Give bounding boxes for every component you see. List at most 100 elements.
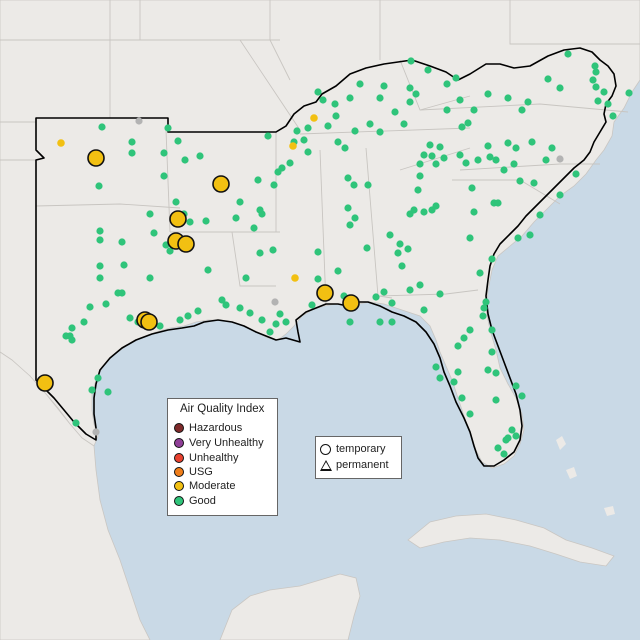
good-monitor-marker[interactable] bbox=[604, 100, 612, 108]
moderate-monitor-marker[interactable] bbox=[310, 114, 318, 122]
good-monitor-marker[interactable] bbox=[544, 75, 552, 83]
good-monitor-marker[interactable] bbox=[591, 62, 599, 70]
good-monitor-marker[interactable] bbox=[282, 318, 290, 326]
good-monitor-marker[interactable] bbox=[250, 224, 258, 232]
good-monitor-marker[interactable] bbox=[432, 202, 440, 210]
good-monitor-marker[interactable] bbox=[364, 181, 372, 189]
good-monitor-marker[interactable] bbox=[479, 312, 487, 320]
good-monitor-marker[interactable] bbox=[314, 88, 322, 96]
good-monitor-marker[interactable] bbox=[254, 176, 262, 184]
good-monitor-marker[interactable] bbox=[416, 281, 424, 289]
good-monitor-marker[interactable] bbox=[592, 83, 600, 91]
good-monitor-marker[interactable] bbox=[492, 156, 500, 164]
good-monitor-marker[interactable] bbox=[272, 320, 280, 328]
good-monitor-marker[interactable] bbox=[98, 123, 106, 131]
good-monitor-marker[interactable] bbox=[86, 303, 94, 311]
good-monitor-marker[interactable] bbox=[334, 267, 342, 275]
good-monitor-marker[interactable] bbox=[410, 206, 418, 214]
good-monitor-marker[interactable] bbox=[406, 84, 414, 92]
good-monitor-marker[interactable] bbox=[128, 138, 136, 146]
good-monitor-marker[interactable] bbox=[222, 301, 230, 309]
good-monitor-marker[interactable] bbox=[432, 160, 440, 168]
good-monitor-marker[interactable] bbox=[146, 210, 154, 218]
good-monitor-marker[interactable] bbox=[172, 198, 180, 206]
good-monitor-marker[interactable] bbox=[516, 177, 524, 185]
good-monitor-marker[interactable] bbox=[96, 274, 104, 282]
good-monitor-marker[interactable] bbox=[380, 288, 388, 296]
good-monitor-marker[interactable] bbox=[594, 97, 602, 105]
good-monitor-marker[interactable] bbox=[625, 89, 633, 97]
good-monitor-marker[interactable] bbox=[466, 234, 474, 242]
good-monitor-marker[interactable] bbox=[454, 342, 462, 350]
good-monitor-marker[interactable] bbox=[443, 80, 451, 88]
good-monitor-marker[interactable] bbox=[286, 159, 294, 167]
good-monitor-marker[interactable] bbox=[482, 298, 490, 306]
good-monitor-marker[interactable] bbox=[530, 179, 538, 187]
good-monitor-marker[interactable] bbox=[456, 151, 464, 159]
good-monitor-marker[interactable] bbox=[232, 214, 240, 222]
good-monitor-marker[interactable] bbox=[351, 127, 359, 135]
good-monitor-marker[interactable] bbox=[420, 208, 428, 216]
good-monitor-marker[interactable] bbox=[346, 221, 354, 229]
good-monitor-marker[interactable] bbox=[176, 316, 184, 324]
moderate-temporary-monitor-marker[interactable] bbox=[87, 149, 105, 167]
good-monitor-marker[interactable] bbox=[293, 127, 301, 135]
good-monitor-marker[interactable] bbox=[494, 444, 502, 452]
no-data-monitor-marker[interactable] bbox=[556, 155, 564, 163]
moderate-monitor-marker[interactable] bbox=[289, 142, 297, 150]
good-monitor-marker[interactable] bbox=[504, 434, 512, 442]
good-monitor-marker[interactable] bbox=[366, 120, 374, 128]
good-monitor-marker[interactable] bbox=[380, 82, 388, 90]
good-monitor-marker[interactable] bbox=[400, 120, 408, 128]
good-monitor-marker[interactable] bbox=[391, 108, 399, 116]
good-monitor-marker[interactable] bbox=[524, 98, 532, 106]
good-monitor-marker[interactable] bbox=[468, 184, 476, 192]
good-monitor-marker[interactable] bbox=[514, 234, 522, 242]
good-monitor-marker[interactable] bbox=[424, 66, 432, 74]
good-monitor-marker[interactable] bbox=[394, 249, 402, 257]
good-monitor-marker[interactable] bbox=[464, 119, 472, 127]
good-monitor-marker[interactable] bbox=[202, 217, 210, 225]
good-monitor-marker[interactable] bbox=[556, 191, 564, 199]
good-monitor-marker[interactable] bbox=[440, 154, 448, 162]
good-monitor-marker[interactable] bbox=[484, 90, 492, 98]
good-monitor-marker[interactable] bbox=[592, 68, 600, 76]
good-monitor-marker[interactable] bbox=[314, 275, 322, 283]
good-monitor-marker[interactable] bbox=[492, 369, 500, 377]
good-monitor-marker[interactable] bbox=[246, 309, 254, 317]
good-monitor-marker[interactable] bbox=[276, 310, 284, 318]
good-monitor-marker[interactable] bbox=[428, 152, 436, 160]
good-monitor-marker[interactable] bbox=[96, 227, 104, 235]
good-monitor-marker[interactable] bbox=[466, 326, 474, 334]
good-monitor-marker[interactable] bbox=[512, 144, 520, 152]
moderate-temporary-monitor-marker[interactable] bbox=[177, 235, 195, 253]
good-monitor-marker[interactable] bbox=[416, 172, 424, 180]
good-monitor-marker[interactable] bbox=[114, 289, 122, 297]
good-monitor-marker[interactable] bbox=[474, 156, 482, 164]
good-monitor-marker[interactable] bbox=[258, 316, 266, 324]
good-monitor-marker[interactable] bbox=[518, 392, 526, 400]
good-monitor-marker[interactable] bbox=[518, 106, 526, 114]
good-monitor-marker[interactable] bbox=[204, 266, 212, 274]
good-monitor-marker[interactable] bbox=[344, 174, 352, 182]
good-monitor-marker[interactable] bbox=[458, 394, 466, 402]
good-monitor-marker[interactable] bbox=[256, 249, 264, 257]
good-monitor-marker[interactable] bbox=[72, 419, 80, 427]
good-monitor-marker[interactable] bbox=[488, 348, 496, 356]
good-monitor-marker[interactable] bbox=[460, 334, 468, 342]
moderate-temporary-monitor-marker[interactable] bbox=[342, 294, 360, 312]
good-monitor-marker[interactable] bbox=[388, 318, 396, 326]
good-monitor-marker[interactable] bbox=[266, 328, 274, 336]
good-monitor-marker[interactable] bbox=[218, 296, 226, 304]
good-monitor-marker[interactable] bbox=[388, 299, 396, 307]
good-monitor-marker[interactable] bbox=[96, 262, 104, 270]
good-monitor-marker[interactable] bbox=[351, 214, 359, 222]
good-monitor-marker[interactable] bbox=[443, 106, 451, 114]
no-data-monitor-marker[interactable] bbox=[135, 117, 143, 125]
good-monitor-marker[interactable] bbox=[404, 245, 412, 253]
good-monitor-marker[interactable] bbox=[186, 218, 194, 226]
moderate-temporary-monitor-marker[interactable] bbox=[36, 374, 54, 392]
good-monitor-marker[interactable] bbox=[128, 149, 136, 157]
good-monitor-marker[interactable] bbox=[600, 88, 608, 96]
